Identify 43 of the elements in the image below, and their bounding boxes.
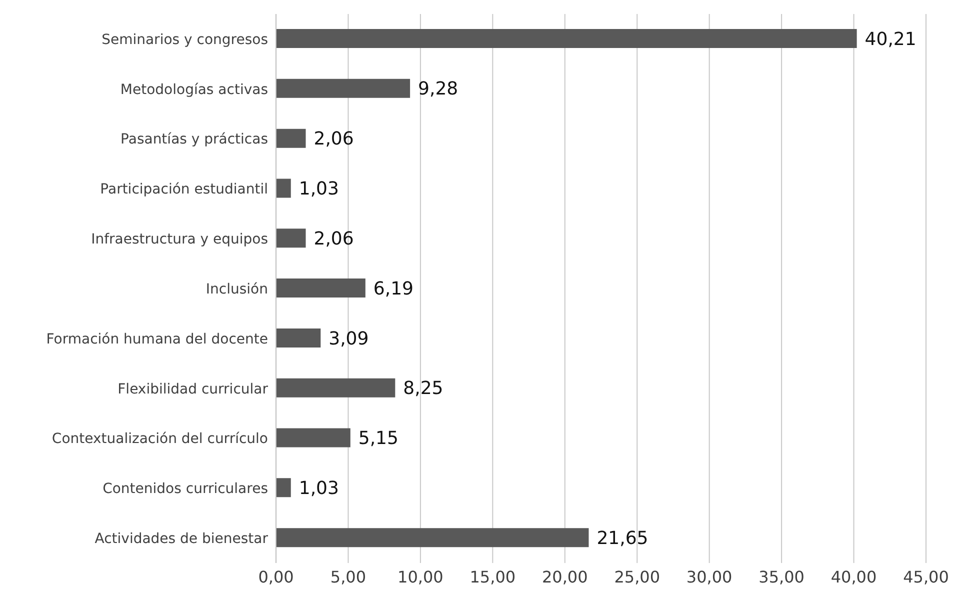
bar	[276, 128, 306, 148]
bar	[276, 278, 366, 298]
bar	[276, 328, 321, 348]
bar	[276, 29, 857, 48]
x-tick-label: 30,00	[686, 567, 732, 586]
data-label: 5,15	[358, 428, 398, 450]
data-label: 1,03	[298, 178, 339, 200]
x-tick-label: 0,00	[258, 567, 294, 586]
bar	[276, 378, 396, 398]
bar	[276, 78, 410, 98]
bar	[276, 428, 350, 448]
y-tick-label: Actividades de bienestar	[94, 531, 268, 548]
data-label: 3,09	[328, 328, 369, 350]
x-tick-label: 25,00	[614, 567, 660, 586]
bar	[276, 528, 589, 548]
y-tick-label: Participación estudiantil	[100, 182, 268, 198]
data-label: 8,25	[403, 378, 444, 400]
x-tick-label: 15,00	[470, 567, 516, 586]
y-tick-label: Contenidos curriculares	[102, 481, 268, 498]
x-tick-label: 45,00	[903, 567, 949, 586]
data-label: 2,06	[314, 128, 354, 150]
x-tick-label: 35,00	[758, 567, 804, 586]
data-label: 2,06	[314, 228, 354, 250]
data-label: 9,28	[418, 78, 458, 100]
y-tick-label: Infraestructura y equipos	[91, 232, 268, 248]
data-label: 40,21	[864, 28, 916, 50]
y-tick-label: Metodologías activas	[120, 82, 268, 98]
x-tick-label: 40,00	[830, 567, 877, 586]
y-tick-label: Pasantías y prácticas	[120, 132, 268, 148]
x-tick-label: 5,00	[330, 567, 366, 586]
bar	[276, 178, 291, 198]
y-tick-label: Seminarios y congresos	[102, 32, 268, 48]
bar	[276, 228, 306, 248]
data-label: 1,03	[298, 478, 339, 499]
x-tick-label: 20,00	[542, 567, 588, 586]
y-tick-label: Formación humana del docente	[46, 331, 268, 348]
x-tick-label: 10,00	[398, 567, 444, 586]
bar	[276, 478, 291, 498]
data-label: 21,65	[596, 528, 648, 549]
y-tick-label: Inclusión	[206, 281, 268, 298]
y-tick-label: Contextualización del currículo	[52, 431, 268, 448]
data-label: 6,19	[373, 278, 414, 300]
y-tick-label: Flexibilidad curricular	[118, 381, 268, 398]
